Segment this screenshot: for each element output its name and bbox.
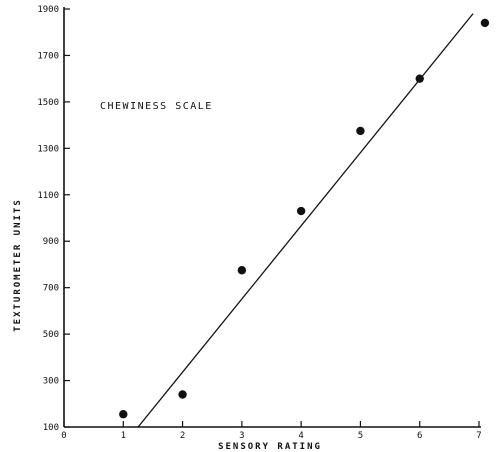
y-tick-label-1700: 1700 <box>37 51 59 61</box>
x-tick-label-3: 3 <box>239 431 244 441</box>
y-tick-label-1900: 1900 <box>37 5 59 15</box>
y-axis-title: TEXTUROMETER UNITS <box>13 198 23 332</box>
y-tick-label-500: 500 <box>43 330 59 340</box>
x-tick-label-1: 1 <box>121 431 126 441</box>
data-point-3 <box>237 266 247 275</box>
chart-annotation: CHEWINESS SCALE <box>100 101 213 112</box>
y-tick-label-1500: 1500 <box>37 98 59 108</box>
x-tick-label-0: 0 <box>61 431 66 441</box>
y-axis-title-group: TEXTUROMETER UNITS <box>13 198 23 332</box>
data-point-4 <box>296 206 306 216</box>
y-tick-label-1100: 1100 <box>37 191 59 201</box>
y-tick-label-100: 100 <box>43 423 59 433</box>
x-tick-label-4: 4 <box>298 431 303 441</box>
x-tick-label-5: 5 <box>358 431 363 441</box>
data-point-7 <box>480 18 490 28</box>
y-tick-label-1300: 1300 <box>37 144 59 154</box>
y-tick-label-700: 700 <box>43 284 59 294</box>
x-tick-label-7: 7 <box>476 431 481 441</box>
data-point-1 <box>119 410 128 419</box>
y-tick-label-900: 900 <box>43 237 59 247</box>
data-point-6 <box>415 74 424 83</box>
x-axis-title: SENSORY RATING <box>218 442 322 452</box>
fit-line <box>137 13 474 428</box>
x-tick-label-2: 2 <box>180 431 185 441</box>
y-tick-label-300: 300 <box>43 377 59 387</box>
x-tick-label-6: 6 <box>417 431 422 441</box>
data-point-5 <box>356 126 365 136</box>
data-point-2 <box>178 390 187 399</box>
